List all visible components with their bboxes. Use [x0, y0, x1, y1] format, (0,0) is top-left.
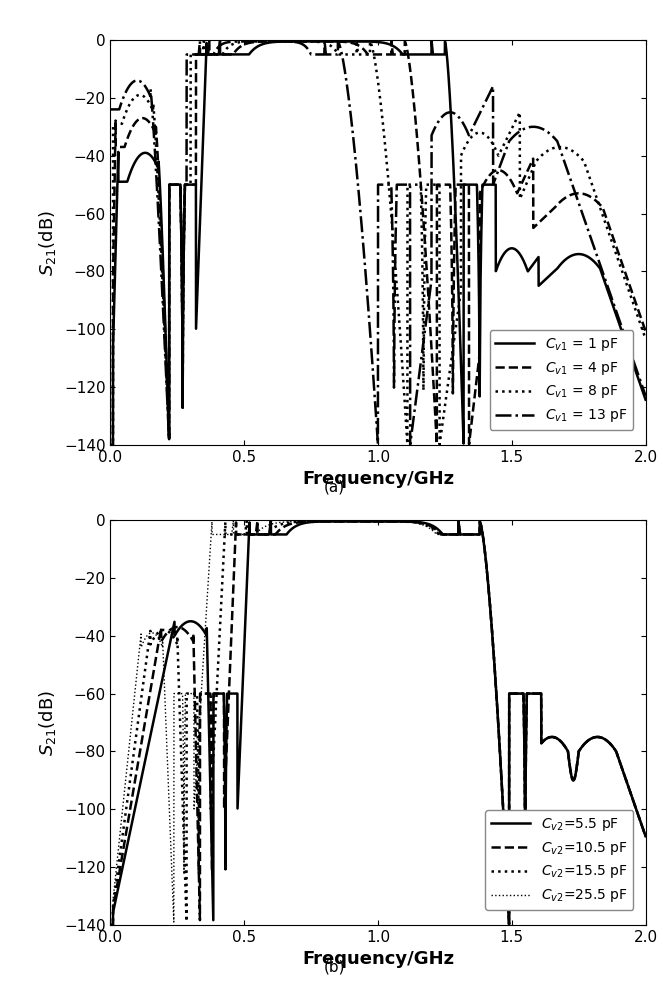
Legend: $C_{v1}$ = 1 pF, $C_{v1}$ = 4 pF, $C_{v1}$ = 8 pF, $C_{v1}$ = 13 pF: $C_{v1}$ = 1 pF, $C_{v1}$ = 4 pF, $C_{v1…: [490, 330, 634, 430]
Legend: $C_{v2}$=5.5 pF, $C_{v2}$=10.5 pF, $C_{v2}$=15.5 pF, $C_{v2}$=25.5 pF: $C_{v2}$=5.5 pF, $C_{v2}$=10.5 pF, $C_{v…: [485, 810, 634, 910]
Y-axis label: $S_{21}$(dB): $S_{21}$(dB): [37, 689, 58, 756]
Y-axis label: $S_{21}$(dB): $S_{21}$(dB): [37, 209, 58, 276]
Text: (a): (a): [324, 480, 345, 495]
X-axis label: Frequency/GHz: Frequency/GHz: [302, 950, 454, 968]
X-axis label: Frequency/GHz: Frequency/GHz: [302, 470, 454, 488]
Text: (b): (b): [324, 960, 345, 975]
